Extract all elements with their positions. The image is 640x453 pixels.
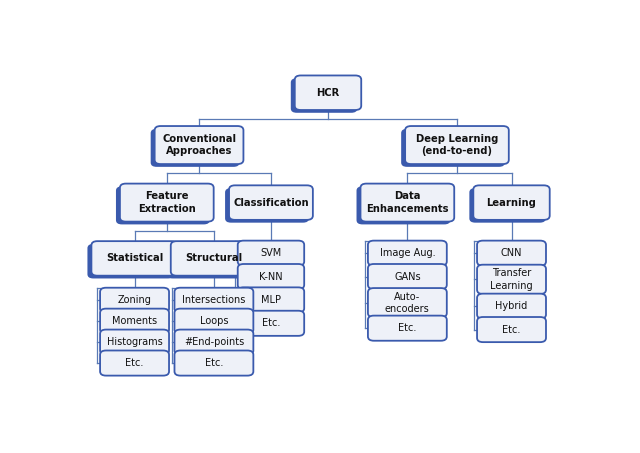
FancyBboxPatch shape [100, 351, 169, 376]
Text: Loops: Loops [200, 316, 228, 326]
Text: Histograms: Histograms [107, 337, 163, 347]
FancyBboxPatch shape [477, 265, 546, 294]
FancyBboxPatch shape [167, 244, 253, 279]
FancyBboxPatch shape [100, 288, 169, 313]
Text: Etc.: Etc. [502, 324, 521, 335]
FancyBboxPatch shape [237, 311, 304, 336]
FancyBboxPatch shape [92, 241, 178, 276]
Text: CNN: CNN [500, 248, 522, 258]
FancyBboxPatch shape [295, 76, 361, 110]
FancyBboxPatch shape [474, 185, 550, 220]
Text: Image Aug.: Image Aug. [380, 248, 435, 258]
Text: Etc.: Etc. [205, 358, 223, 368]
Text: Etc.: Etc. [125, 358, 144, 368]
FancyBboxPatch shape [368, 264, 447, 289]
Text: GANs: GANs [394, 271, 420, 282]
FancyBboxPatch shape [477, 317, 546, 342]
FancyBboxPatch shape [116, 186, 210, 224]
Text: Auto-
encoders: Auto- encoders [385, 292, 429, 314]
FancyBboxPatch shape [237, 287, 304, 313]
FancyBboxPatch shape [405, 126, 509, 164]
FancyBboxPatch shape [237, 264, 304, 289]
Text: #End-points: #End-points [184, 337, 244, 347]
FancyBboxPatch shape [368, 316, 447, 341]
Text: K-NN: K-NN [259, 271, 283, 282]
Text: MLP: MLP [261, 295, 281, 305]
Text: Feature
Extraction: Feature Extraction [138, 192, 196, 214]
Text: Data
Enhancements: Data Enhancements [366, 192, 449, 214]
Text: Hybrid: Hybrid [495, 301, 527, 311]
FancyBboxPatch shape [368, 241, 447, 266]
Text: SVM: SVM [260, 248, 282, 258]
FancyBboxPatch shape [401, 129, 505, 167]
Text: Learning: Learning [486, 198, 536, 207]
FancyBboxPatch shape [175, 288, 253, 313]
FancyBboxPatch shape [175, 351, 253, 376]
FancyBboxPatch shape [368, 288, 447, 318]
FancyBboxPatch shape [150, 129, 239, 167]
Text: Etc.: Etc. [398, 323, 417, 333]
Text: Zoning: Zoning [118, 295, 152, 305]
FancyBboxPatch shape [120, 183, 214, 222]
FancyBboxPatch shape [477, 241, 546, 266]
Text: Classification: Classification [233, 198, 308, 207]
Text: Etc.: Etc. [262, 318, 280, 328]
Text: Intersections: Intersections [182, 295, 246, 305]
FancyBboxPatch shape [171, 241, 257, 276]
FancyBboxPatch shape [155, 126, 243, 164]
Text: HCR: HCR [316, 88, 340, 98]
FancyBboxPatch shape [175, 330, 253, 355]
FancyBboxPatch shape [477, 294, 546, 319]
FancyBboxPatch shape [225, 188, 309, 223]
FancyBboxPatch shape [100, 308, 169, 334]
FancyBboxPatch shape [88, 244, 173, 279]
Text: Statistical: Statistical [106, 253, 163, 263]
Text: Transfer
Learning: Transfer Learning [490, 268, 533, 290]
FancyBboxPatch shape [469, 188, 546, 223]
FancyBboxPatch shape [175, 308, 253, 334]
FancyBboxPatch shape [360, 183, 454, 222]
Text: Deep Learning
(end-to-end): Deep Learning (end-to-end) [416, 134, 498, 156]
FancyBboxPatch shape [356, 186, 451, 224]
FancyBboxPatch shape [229, 185, 313, 220]
FancyBboxPatch shape [291, 78, 357, 113]
Text: Moments: Moments [112, 316, 157, 326]
FancyBboxPatch shape [237, 241, 304, 266]
FancyBboxPatch shape [100, 330, 169, 355]
Text: Conventional
Approaches: Conventional Approaches [162, 134, 236, 156]
Text: Structural: Structural [186, 253, 243, 263]
